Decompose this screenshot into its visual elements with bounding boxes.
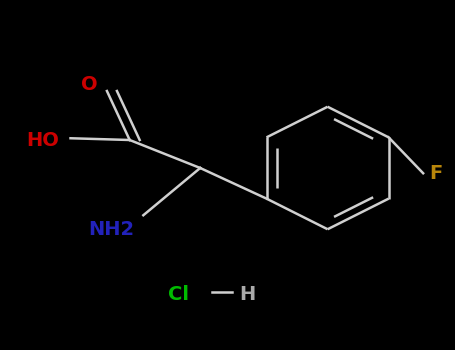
Text: O: O [81, 75, 98, 94]
Text: H: H [239, 285, 255, 303]
Text: HO: HO [26, 131, 59, 149]
Text: F: F [429, 164, 443, 183]
Text: Cl: Cl [168, 285, 189, 303]
Text: NH2: NH2 [88, 220, 135, 239]
